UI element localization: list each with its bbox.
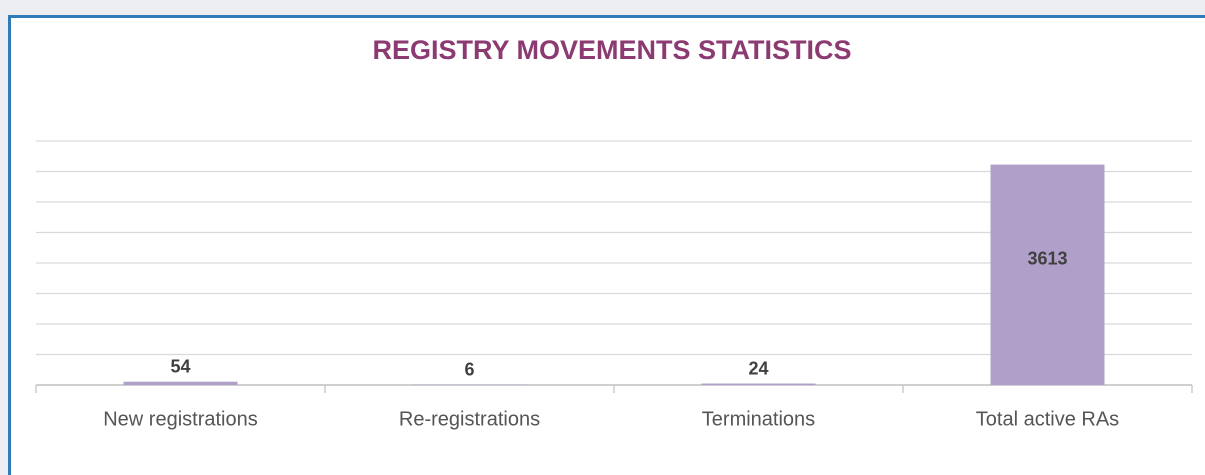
data-label: 6 (464, 359, 474, 379)
chart-title: REGISTRY MOVEMENTS STATISTICS (372, 35, 851, 65)
bar (123, 381, 238, 385)
bar (990, 164, 1105, 385)
x-tick-label: New registrations (103, 408, 258, 430)
data-label: 24 (748, 358, 768, 378)
x-tick-label: Re-registrations (399, 408, 540, 430)
data-label: 3613 (1027, 248, 1067, 268)
x-tick-label: Total active RAs (976, 408, 1119, 430)
x-tick-label: Terminations (702, 408, 815, 430)
bar (701, 383, 816, 385)
data-label: 54 (170, 356, 190, 376)
